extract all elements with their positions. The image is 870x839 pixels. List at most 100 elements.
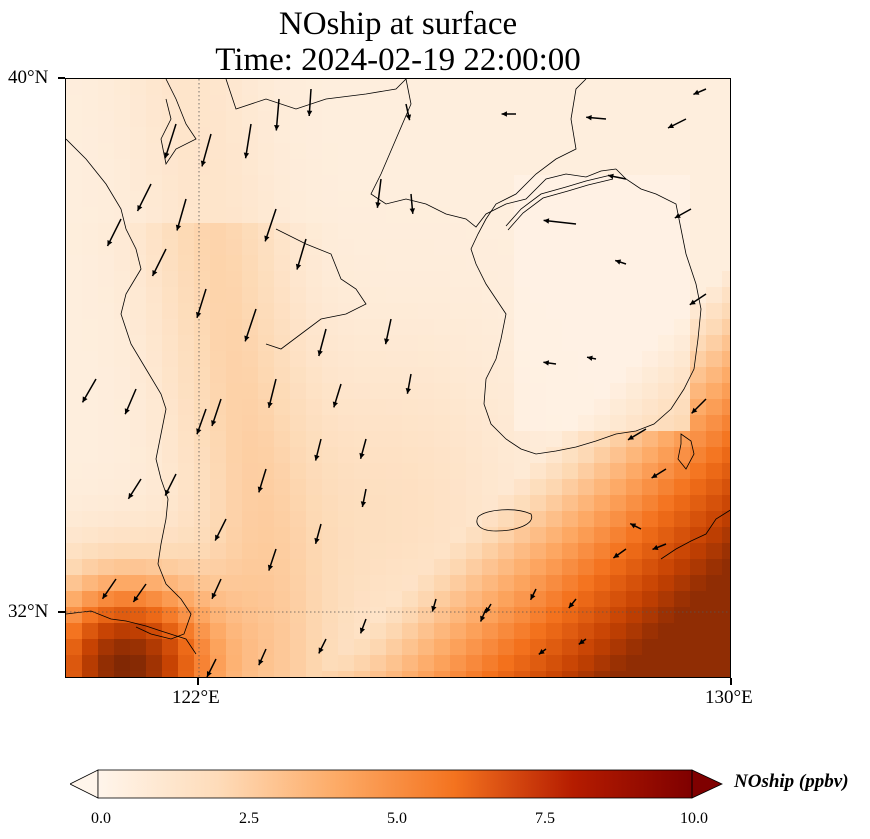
wind-arrowhead — [608, 173, 614, 180]
wind-arrowhead — [652, 544, 659, 550]
jeju-island — [476, 509, 533, 532]
korea-dmz-border — [505, 174, 614, 231]
wind-arrowhead — [630, 523, 637, 529]
wind-arrowhead — [384, 338, 390, 345]
wind-arrowhead — [211, 420, 217, 426]
colorbar-extend-min — [70, 769, 99, 799]
china-coastline — [66, 138, 192, 640]
wind-arrowhead — [274, 124, 280, 131]
wind-arrowhead — [257, 486, 263, 493]
wind-arrowhead — [691, 407, 698, 414]
lon-label-122e: 122°E — [172, 687, 220, 708]
wind-arrowhead — [165, 489, 171, 496]
colorbar-tick-5: 5.0 — [387, 810, 407, 827]
concentration-field — [66, 79, 730, 677]
wind-arrowhead — [314, 537, 320, 544]
wind-arrowhead — [405, 388, 412, 394]
wind-arrowhead — [102, 592, 108, 599]
wind-arrowhead — [164, 152, 170, 159]
wind-arrowhead — [152, 270, 158, 276]
colorbar-tick-0: 0.0 — [91, 810, 111, 827]
wind-arrowhead — [568, 602, 575, 608]
map-canvas — [66, 79, 730, 677]
liaodong-coastline — [370, 79, 617, 228]
colorbar-label: NOship (ppbv) — [734, 771, 849, 792]
bohai-coastline — [160, 79, 407, 166]
wind-arrowhead — [543, 218, 550, 224]
lat-label-32n: 32°N — [8, 601, 49, 622]
tick-130e — [730, 678, 732, 685]
lat-label-40n: 40°N — [8, 67, 49, 88]
wind-arrowhead — [578, 639, 585, 645]
kyushu-coast — [660, 509, 730, 560]
wind-arrowhead — [206, 671, 212, 677]
wind-arrow — [244, 308, 257, 342]
wind-arrowhead — [332, 401, 338, 408]
korea-coastline — [470, 79, 702, 455]
chart-subtitle-time: Time: 2024-02-19 22:00:00 — [215, 42, 581, 78]
wind-arrowhead — [124, 408, 130, 415]
map-panel — [65, 78, 731, 678]
wind-arrowhead — [133, 596, 139, 602]
coastlines — [66, 79, 730, 655]
wind-arrow — [176, 198, 187, 231]
wind-arrowhead — [196, 428, 202, 435]
gridlines — [66, 79, 730, 677]
chart-title: NOship at surface — [278, 6, 518, 42]
wind-arrowhead — [693, 89, 700, 95]
wind-arrowhead — [431, 605, 437, 612]
wind-arrowhead — [317, 350, 323, 356]
wind-arrowhead — [264, 235, 270, 242]
shandong-coastline — [265, 228, 367, 350]
wind-arrowhead — [314, 454, 320, 461]
wind-arrow — [201, 133, 212, 167]
wind-arrowhead — [258, 659, 264, 666]
wind-arrow — [543, 219, 577, 225]
wind-arrowhead — [243, 152, 250, 159]
wind-arrowhead — [267, 564, 274, 571]
wind-arrowhead — [668, 123, 674, 129]
tick-40n — [58, 77, 65, 79]
wind-arrowhead — [689, 299, 696, 305]
wind-arrowhead — [485, 607, 491, 613]
colorbar — [70, 769, 723, 799]
wind-arrowhead — [306, 110, 313, 116]
wind-arrow — [164, 123, 177, 159]
wind-arrowhead — [613, 552, 620, 558]
wind-arrowhead — [501, 111, 507, 117]
wind-arrowhead — [587, 355, 593, 361]
wind-arrowhead — [405, 114, 412, 121]
wind-arrowhead — [200, 160, 207, 167]
wind-arrowhead — [107, 240, 113, 246]
wind-arrowhead — [267, 401, 273, 408]
wind-arrowhead — [82, 396, 88, 403]
wind-arrowhead — [615, 259, 622, 265]
wind-arrow — [264, 208, 277, 242]
wind-arrowhead — [215, 534, 221, 541]
wind-arrowhead — [137, 205, 143, 211]
wind-arrowhead — [244, 335, 250, 342]
lon-label-130e: 130°E — [705, 687, 753, 708]
tick-122e — [197, 678, 199, 685]
wind-arrowhead — [628, 434, 634, 440]
wind-arrowhead — [128, 492, 134, 499]
colorbar-tick-2p5: 2.5 — [239, 810, 259, 827]
wind-arrowhead — [480, 615, 486, 622]
wind-arrowhead — [360, 501, 367, 507]
wind-arrowhead — [318, 647, 324, 654]
wind-arrowhead — [175, 224, 182, 231]
wind-arrowhead — [674, 213, 681, 218]
tick-32n — [58, 611, 65, 613]
wind-arrow — [244, 123, 252, 159]
wind-arrowhead — [375, 202, 381, 208]
wind-arrowhead — [530, 593, 536, 600]
wind-arrowhead — [295, 263, 302, 270]
wind-vectors — [81, 88, 707, 677]
wind-arrowhead — [359, 452, 365, 459]
wind-arrowhead — [586, 114, 592, 121]
wind-arrowhead — [195, 311, 202, 318]
wind-arrowhead — [359, 627, 366, 634]
wind-arrowhead — [651, 472, 658, 478]
colorbar-gradient — [98, 770, 692, 798]
tsushima-island — [677, 433, 695, 470]
